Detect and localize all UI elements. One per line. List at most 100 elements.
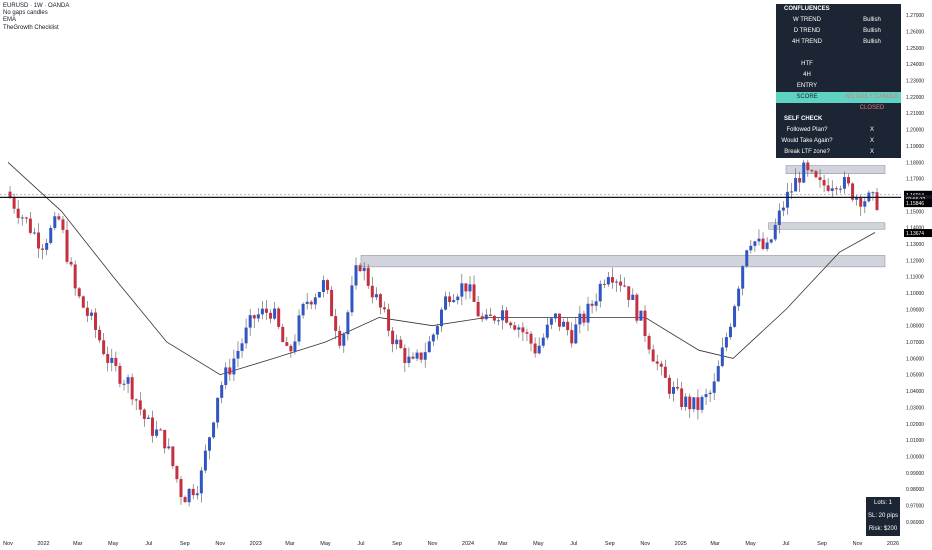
htf-label: HTF xyxy=(801,61,813,67)
x-tick-label: May xyxy=(108,541,119,547)
candle-body xyxy=(627,286,631,300)
y-tick-label: 1.14000 xyxy=(906,226,924,232)
candle-body xyxy=(183,497,187,503)
symbol-title[interactable]: EURUSD · 1W · OANDA xyxy=(3,3,70,9)
candle-body xyxy=(826,185,830,191)
candle-body xyxy=(619,281,623,286)
x-tick-label: Jul xyxy=(145,541,152,547)
candle-body xyxy=(8,191,12,198)
candle-body xyxy=(842,177,846,189)
support-zone[interactable] xyxy=(768,222,886,230)
followed-plan-value: X xyxy=(869,127,874,133)
entry-row: ENTRY xyxy=(776,81,901,92)
candle-body xyxy=(802,162,806,183)
indicator-ema[interactable]: EMA xyxy=(3,17,17,24)
candle-body xyxy=(513,325,517,330)
indicator-checklist[interactable]: TheGrowth Checklist xyxy=(3,24,59,31)
candle-body xyxy=(525,332,529,334)
candle-body xyxy=(444,296,448,310)
price-label-box xyxy=(904,195,932,204)
candle-body xyxy=(639,310,643,321)
candle-body xyxy=(737,288,741,307)
y-tick-label: 1.10000 xyxy=(906,291,924,297)
candle-body xyxy=(297,315,301,342)
candle-body xyxy=(655,361,659,364)
candle-body xyxy=(391,330,395,345)
candle-body xyxy=(671,387,675,394)
candle-body xyxy=(122,383,126,385)
candle-body xyxy=(114,357,118,366)
x-tick-label: Nov xyxy=(428,541,438,547)
candle-body xyxy=(342,334,346,346)
candle-body xyxy=(765,242,769,249)
candle-body xyxy=(277,308,281,327)
candle-body xyxy=(529,333,533,344)
candle-body xyxy=(847,177,851,184)
candle-body xyxy=(179,479,183,498)
w-trend-row: W TREND Bullish xyxy=(776,15,901,26)
x-tick-label: 2024 xyxy=(462,541,474,547)
candle-body xyxy=(330,289,334,317)
y-tick-label: 1.08000 xyxy=(906,324,924,330)
followed-plan-row: Followed Plan? X xyxy=(776,125,901,136)
candle-body xyxy=(855,197,859,200)
candle-body xyxy=(150,417,154,436)
candle-body xyxy=(696,397,700,410)
candle-body xyxy=(212,422,216,438)
candle-body xyxy=(269,312,273,319)
d-trend-row: D TREND Bullish xyxy=(776,26,901,37)
candle-body xyxy=(301,303,305,316)
candle-body xyxy=(346,312,350,335)
candle-body xyxy=(509,322,513,326)
candle-body xyxy=(16,208,20,218)
candle-body xyxy=(256,314,260,319)
candle-body xyxy=(631,294,635,300)
candle-body xyxy=(415,352,419,359)
candle-body xyxy=(838,188,842,190)
x-tick-label: Jul xyxy=(570,541,577,547)
x-tick-label: Nov xyxy=(853,541,863,547)
candle-body xyxy=(761,238,765,249)
risk-value: Risk: $200 xyxy=(868,526,898,532)
price-label-text: 1.13674 xyxy=(906,231,924,237)
candle-body xyxy=(244,327,248,344)
candle-body xyxy=(460,283,464,297)
ema-line xyxy=(7,162,876,376)
candle-body xyxy=(317,291,321,298)
panel-gap xyxy=(776,48,901,59)
candle-body xyxy=(871,192,875,194)
score-row: SCORE NO DAILY CANDLE CLOSED xyxy=(776,92,901,111)
x-tick-label: Mar xyxy=(285,541,295,547)
candle-body xyxy=(334,316,338,331)
indicator-no-gaps[interactable]: No gaps candles xyxy=(3,10,48,17)
y-axis[interactable]: 1.27000 1.26000 1.25000 1.24000 1.23000 1.220… xyxy=(906,13,924,526)
top-range-zone[interactable] xyxy=(785,165,886,175)
break-ltf-value: X xyxy=(869,149,874,155)
candle-body xyxy=(647,335,651,350)
candle-body xyxy=(118,365,122,384)
x-axis[interactable]: Nov 2022 Mar May Jul Sep Nov 2023 Mar May Jul Sep No… xyxy=(3,541,899,547)
zones-layer xyxy=(360,165,886,268)
candle-body xyxy=(749,245,753,251)
take-again-label: Would Take Again? xyxy=(781,138,833,144)
x-tick-label: 2025 xyxy=(675,541,687,547)
candle-body xyxy=(411,356,415,359)
candle-body xyxy=(383,307,387,310)
x-tick-label: Sep xyxy=(392,541,402,547)
candle-body xyxy=(98,329,102,341)
candle-body xyxy=(676,387,680,389)
confluences-title: CONFLUENCES xyxy=(784,6,830,12)
candle-body xyxy=(264,308,268,313)
candle-body xyxy=(659,363,663,367)
candle-body xyxy=(733,306,737,327)
candle-body xyxy=(273,308,277,319)
score-label: SCORE xyxy=(796,94,818,100)
candle-body xyxy=(81,296,85,308)
candle-body xyxy=(224,367,228,386)
upper-resistance-zone[interactable] xyxy=(360,255,886,268)
y-tick-label: 1.13000 xyxy=(906,242,924,248)
y-tick-label: 0.98000 xyxy=(906,487,924,493)
horizontal-lines-layer xyxy=(0,194,901,199)
